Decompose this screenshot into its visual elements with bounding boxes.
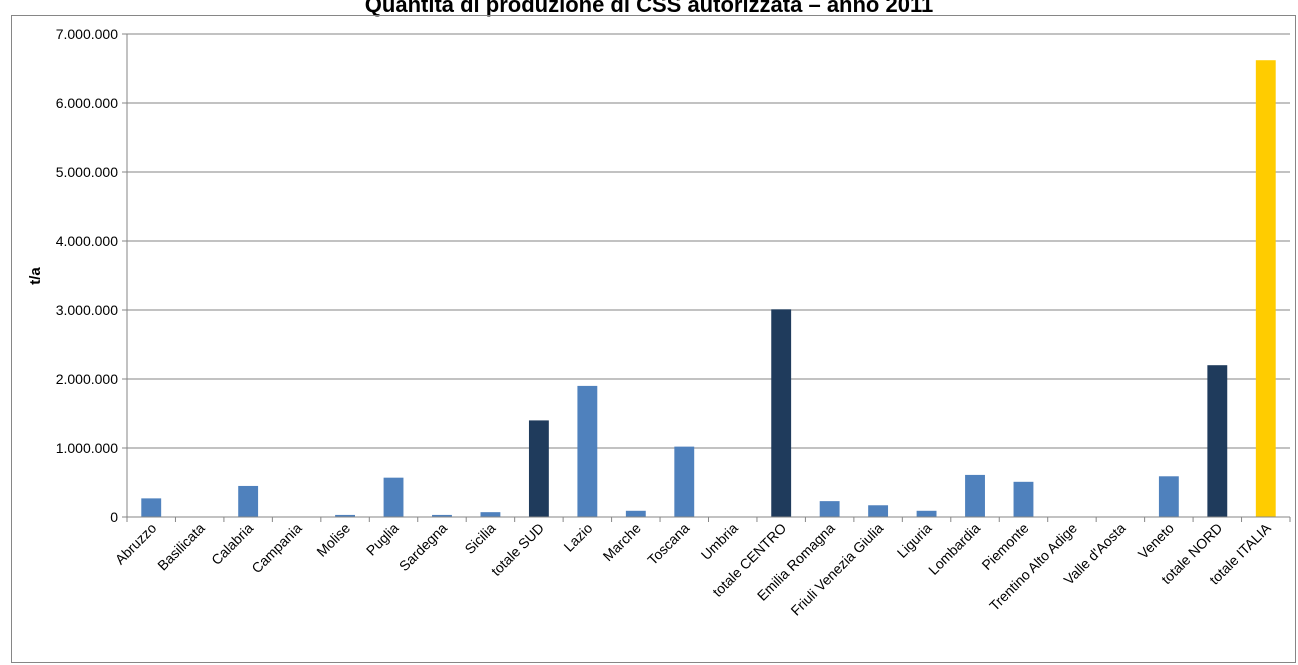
bar-15 bbox=[868, 505, 889, 517]
y-tick-label: 7.000.000 bbox=[56, 26, 118, 42]
y-tick-label: 5.000.000 bbox=[56, 164, 118, 180]
bar-7 bbox=[480, 512, 501, 517]
y-axis-tick-labels: 0 1.000.000 2.000.000 3.000.000 4.000.000 5.0… bbox=[56, 26, 119, 525]
x-tick-label: totale SUD bbox=[488, 520, 547, 579]
bar-9 bbox=[577, 385, 598, 517]
bar-10 bbox=[625, 510, 646, 517]
bar-5 bbox=[383, 477, 404, 517]
x-tick-label: Trentino Alto Adige bbox=[986, 520, 1080, 614]
x-tick-label: Lombardia bbox=[925, 520, 983, 578]
bar-8 bbox=[528, 420, 549, 517]
bar-14 bbox=[819, 501, 840, 517]
bar-2 bbox=[238, 485, 259, 517]
y-tick-label: 6.000.000 bbox=[56, 95, 118, 111]
x-tick-label: Molise bbox=[313, 520, 353, 560]
bar-16 bbox=[916, 510, 937, 517]
bars bbox=[141, 60, 1276, 517]
x-tick-label: Lazio bbox=[560, 520, 595, 555]
bar-13 bbox=[771, 309, 792, 517]
x-tick-label: Puglia bbox=[363, 520, 402, 559]
bar-17 bbox=[965, 474, 985, 517]
x-tick-label: Toscana bbox=[644, 520, 692, 568]
x-tick-label: Campania bbox=[248, 520, 305, 577]
x-tick-label: Liguria bbox=[894, 520, 935, 561]
x-tick-label: Umbria bbox=[698, 520, 741, 563]
bar-6 bbox=[432, 514, 452, 517]
gridlines bbox=[122, 33, 1290, 518]
y-tick-label: 0 bbox=[110, 509, 118, 525]
bar-0 bbox=[141, 498, 162, 517]
x-tick-label: Marche bbox=[600, 520, 644, 564]
axes bbox=[126, 34, 1291, 522]
x-tick-label: Friuli Venezia Giulia bbox=[787, 520, 886, 619]
bar-11 bbox=[674, 446, 695, 517]
y-axis-label: t/a bbox=[27, 267, 44, 285]
y-tick-label: 2.000.000 bbox=[56, 371, 118, 387]
x-tick-label: Calabria bbox=[208, 520, 256, 568]
bar-21 bbox=[1158, 476, 1179, 517]
x-tick-label: Veneto bbox=[1135, 520, 1177, 562]
bar-4 bbox=[335, 514, 355, 517]
bar-23 bbox=[1255, 60, 1276, 517]
y-tick-label: 3.000.000 bbox=[56, 302, 118, 318]
x-tick-label: Sardegna bbox=[396, 520, 450, 574]
y-tick-label: 4.000.000 bbox=[56, 233, 118, 249]
bar-18 bbox=[1013, 481, 1034, 517]
y-tick-label: 1.000.000 bbox=[56, 440, 118, 456]
chart-area bbox=[11, 15, 1296, 663]
x-tick-label: Basilicata bbox=[154, 520, 208, 574]
x-tick-label: Abruzzo bbox=[112, 520, 160, 568]
chart-title: Quantità di produzione di CSS autorizzat… bbox=[364, 0, 934, 17]
x-tick-label: Sicilia bbox=[461, 520, 498, 557]
bar-22 bbox=[1207, 365, 1228, 517]
